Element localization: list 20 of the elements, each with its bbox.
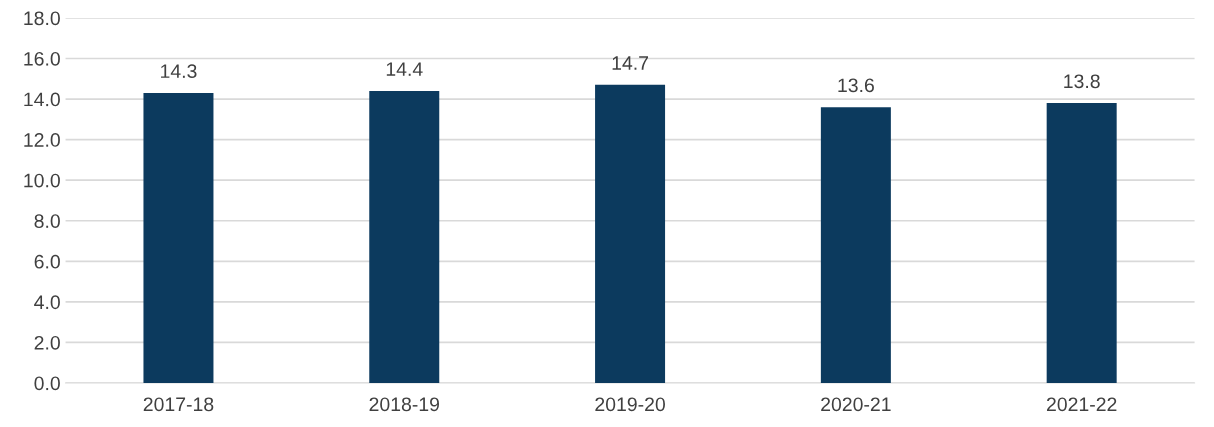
y-tick-label: 16.0 [24, 51, 60, 66]
y-tick-label: 18.0 [24, 11, 60, 26]
x-tick-label: 2018-19 [369, 397, 440, 412]
data-label: 14.7 [612, 56, 649, 70]
y-tick-label: 4.0 [34, 295, 60, 310]
y-tick-label: 14.0 [24, 92, 60, 107]
y-tick-label: 10.0 [24, 173, 60, 188]
y-tick-label: 8.0 [34, 214, 60, 228]
data-label: 14.4 [386, 62, 423, 76]
y-tick-label: 2.0 [34, 335, 60, 350]
x-tick-label: 2021-22 [1046, 397, 1117, 412]
data-label: 13.6 [838, 78, 874, 93]
x-tick-label: 2020-21 [821, 397, 891, 412]
y-tick-label: 12.0 [24, 133, 60, 147]
data-label: 14.3 [161, 64, 197, 79]
y-tick-label: 0.0 [34, 376, 60, 391]
x-tick-label: 2019-20 [595, 397, 665, 412]
data-label: 13.8 [1064, 74, 1100, 89]
y-tick-label: 6.0 [34, 254, 60, 269]
x-tick-label: 2017-18 [143, 397, 214, 412]
